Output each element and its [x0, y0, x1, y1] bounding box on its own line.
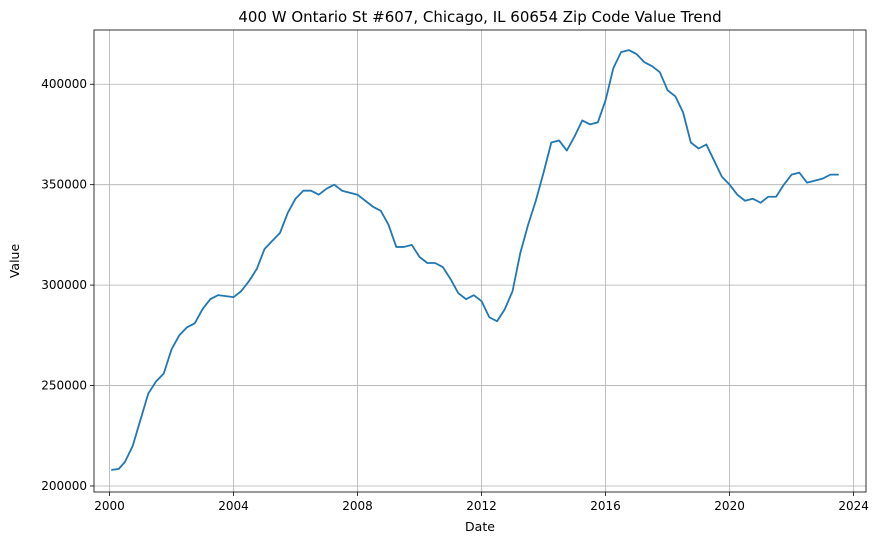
y-tick-label: 350000	[41, 178, 87, 192]
series-line	[111, 49, 839, 471]
x-tick-label: 2024	[838, 499, 869, 513]
grid-lines	[94, 30, 866, 492]
x-axis-label: Date	[465, 519, 495, 534]
x-axis-ticks: 2000 2004 2008 2012 2016 2020 2024	[94, 492, 869, 513]
x-tick-label: 2004	[218, 499, 249, 513]
plot-frame	[93, 29, 867, 493]
x-tick-label: 2012	[466, 499, 497, 513]
y-tick-label: 400000	[41, 77, 87, 91]
y-tick-label: 200000	[41, 479, 87, 493]
y-axis-ticks: 200000 250000 300000 350000 400000	[41, 77, 94, 493]
chart-title: 400 W Ontario St #607, Chicago, IL 60654…	[238, 8, 721, 26]
y-tick-label: 250000	[41, 379, 87, 393]
x-tick-label: 2016	[590, 499, 621, 513]
series-layer	[111, 49, 839, 471]
x-tick-label: 2008	[342, 499, 373, 513]
y-tick-label: 300000	[41, 278, 87, 292]
y-axis-label: Value	[7, 244, 22, 279]
x-tick-label: 2000	[94, 499, 125, 513]
x-tick-label: 2020	[714, 499, 745, 513]
